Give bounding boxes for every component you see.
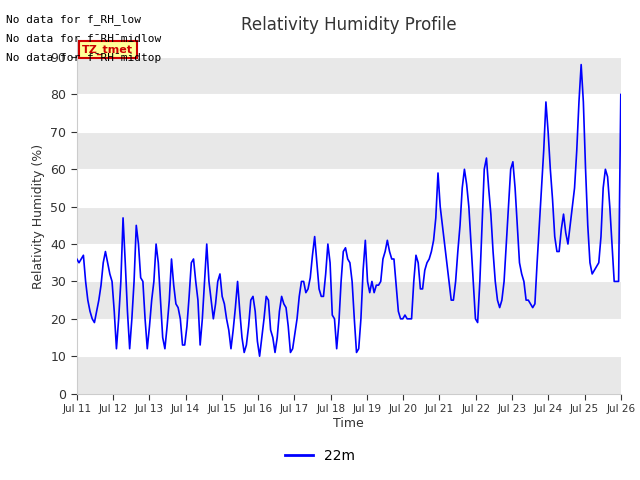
Bar (77, 57, 621, 95)
Bar (77, 95, 621, 132)
Bar (77, 319, 621, 356)
Bar (77, 169, 621, 207)
Y-axis label: Relativity Humidity (%): Relativity Humidity (%) (32, 144, 45, 288)
Bar (77, 132, 621, 169)
Text: No data for f¯RH¯midtop: No data for f¯RH¯midtop (6, 53, 162, 63)
Bar (77, 244, 621, 281)
Text: No data for f_RH_low: No data for f_RH_low (6, 14, 141, 25)
Text: No data for f¯RH¯midlow: No data for f¯RH¯midlow (6, 34, 162, 44)
X-axis label: Time: Time (333, 417, 364, 430)
Bar (77, 356, 621, 394)
Title: Relativity Humidity Profile: Relativity Humidity Profile (241, 16, 456, 34)
Legend: 22m: 22m (280, 443, 360, 468)
Bar (77, 281, 621, 319)
Bar (77, 207, 621, 244)
Text: TZ_tmet: TZ_tmet (82, 45, 133, 55)
